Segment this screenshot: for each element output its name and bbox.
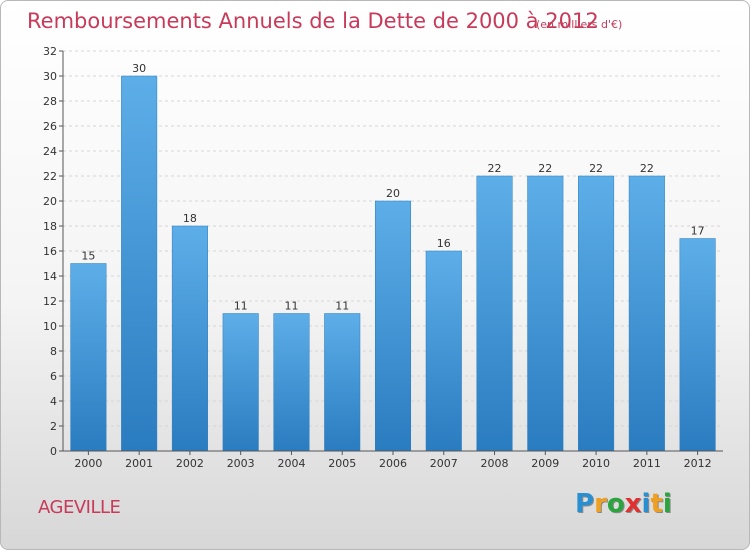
x-tick-label: 2002: [176, 457, 204, 470]
value-label: 11: [284, 300, 298, 313]
value-label: 20: [386, 187, 400, 200]
bar: [476, 175, 513, 452]
y-tick-label: 26: [43, 120, 57, 133]
value-label: 11: [335, 300, 349, 313]
x-tick-label: 2001: [125, 457, 153, 470]
bar: [628, 175, 665, 452]
chart-title: Remboursements Annuels de la Dette de 20…: [27, 9, 599, 33]
bar: [324, 313, 361, 452]
logo-letter: i: [662, 489, 672, 519]
y-tick-label: 32: [43, 45, 57, 58]
value-label: 18: [183, 212, 197, 225]
logo-letter: o: [606, 489, 625, 519]
unit-label: (en milliers d'€): [536, 18, 623, 31]
x-tick-label: 2006: [379, 457, 407, 470]
value-label: 11: [234, 300, 248, 313]
y-tick-label: 4: [50, 395, 57, 408]
value-label: 22: [488, 162, 502, 175]
value-label: 15: [81, 250, 95, 263]
value-label: 16: [437, 237, 451, 250]
x-tick-label: 2008: [481, 457, 509, 470]
y-tick-label: 0: [50, 445, 57, 458]
y-tick-label: 10: [43, 320, 57, 333]
bar: [679, 238, 716, 452]
y-tick-label: 16: [43, 245, 57, 258]
value-label: 22: [640, 162, 654, 175]
bar: [273, 313, 310, 452]
x-tick-label: 2003: [227, 457, 255, 470]
x-tick-label: 2005: [328, 457, 356, 470]
logo-letter: t: [650, 489, 663, 519]
x-axis: 2000 2001 2002 2003 2004 2005 2006 2007 2008 2009…: [63, 450, 723, 470]
value-label: 22: [538, 162, 552, 175]
proxiti-logo[interactable]: Proxiti: [575, 489, 672, 519]
y-tick-label: 12: [43, 295, 57, 308]
logo-letter: i: [641, 489, 651, 519]
bar: [70, 263, 107, 452]
y-tick-label: 6: [50, 370, 57, 383]
y-tick-label: 8: [50, 345, 57, 358]
bar: [121, 75, 158, 452]
x-tick-label: 2000: [74, 457, 102, 470]
bar: [425, 250, 462, 452]
bars: 15 30 18 11 11 11 20 16 22 22 22 22 17: [70, 62, 716, 452]
bar: [222, 313, 259, 452]
y-tick-label: 30: [43, 70, 57, 83]
x-tick-label: 2007: [430, 457, 458, 470]
x-tick-label: 2004: [277, 457, 305, 470]
bar: [374, 200, 412, 452]
value-label: 22: [589, 162, 603, 175]
y-tick-label: 18: [43, 220, 57, 233]
y-tick-label: 28: [43, 95, 57, 108]
x-tick-label: 2010: [582, 457, 610, 470]
logo-letter: x: [624, 489, 642, 519]
x-tick-label: 2011: [633, 457, 661, 470]
bar: [171, 225, 208, 452]
x-tick-label: 2009: [531, 457, 559, 470]
logo-letter: P: [575, 489, 595, 519]
y-tick-label: 24: [43, 145, 57, 158]
bar: [527, 175, 564, 452]
logo-letter: r: [594, 489, 607, 519]
y-tick-label: 2: [50, 420, 57, 433]
value-label: 30: [132, 62, 146, 75]
x-tick-label: 2012: [684, 457, 712, 470]
bar: [578, 175, 615, 452]
commune-name: AGEVILLE: [38, 497, 121, 518]
y-tick-label: 14: [43, 270, 57, 283]
value-label: 17: [691, 225, 705, 238]
y-tick-label: 22: [43, 170, 57, 183]
y-tick-label: 20: [43, 195, 57, 208]
